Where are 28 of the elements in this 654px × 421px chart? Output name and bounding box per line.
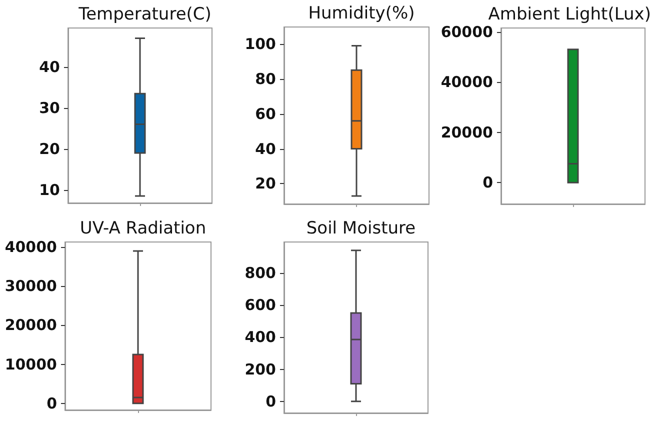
y-tick-label: 20000 <box>440 123 493 142</box>
y-tick-label: 40 <box>39 58 60 76</box>
y-tick-label: 10 <box>39 180 60 199</box>
chart-title: Soil Moisture <box>306 218 416 238</box>
y-tick-label: 20 <box>39 140 60 158</box>
y-tick-label: 0 <box>482 174 493 192</box>
y-tick-label: 10000 <box>4 355 57 374</box>
y-tick-label: 40000 <box>440 73 493 92</box>
y-tick-label: 0 <box>266 392 276 410</box>
y-tick-label: 40 <box>255 140 276 158</box>
y-tick-label: 20 <box>255 174 276 193</box>
y-tick-label: 600 <box>244 296 276 314</box>
y-tick-label: 800 <box>244 264 276 282</box>
y-tick-label: 30000 <box>4 277 57 296</box>
y-tick-label: 20000 <box>4 316 57 334</box>
y-tick-label: 40000 <box>4 238 57 256</box>
chart-title: Ambient Light(Lux) <box>488 4 652 24</box>
y-tick-label: 60 <box>255 104 276 123</box>
y-tick-label: 80 <box>255 70 276 88</box>
chart-title: Humidity(%) <box>308 4 415 24</box>
chart-title: UV-A Radiation <box>80 218 206 238</box>
y-tick-label: 60000 <box>440 22 493 41</box>
y-tick-label: 30 <box>39 98 60 117</box>
chart-title: Temperature(C) <box>78 4 212 24</box>
y-tick-label: 400 <box>244 328 276 346</box>
y-tick-label: 0 <box>46 394 57 412</box>
y-tick-label: 200 <box>244 360 276 378</box>
y-tick-label: 100 <box>244 34 276 53</box>
